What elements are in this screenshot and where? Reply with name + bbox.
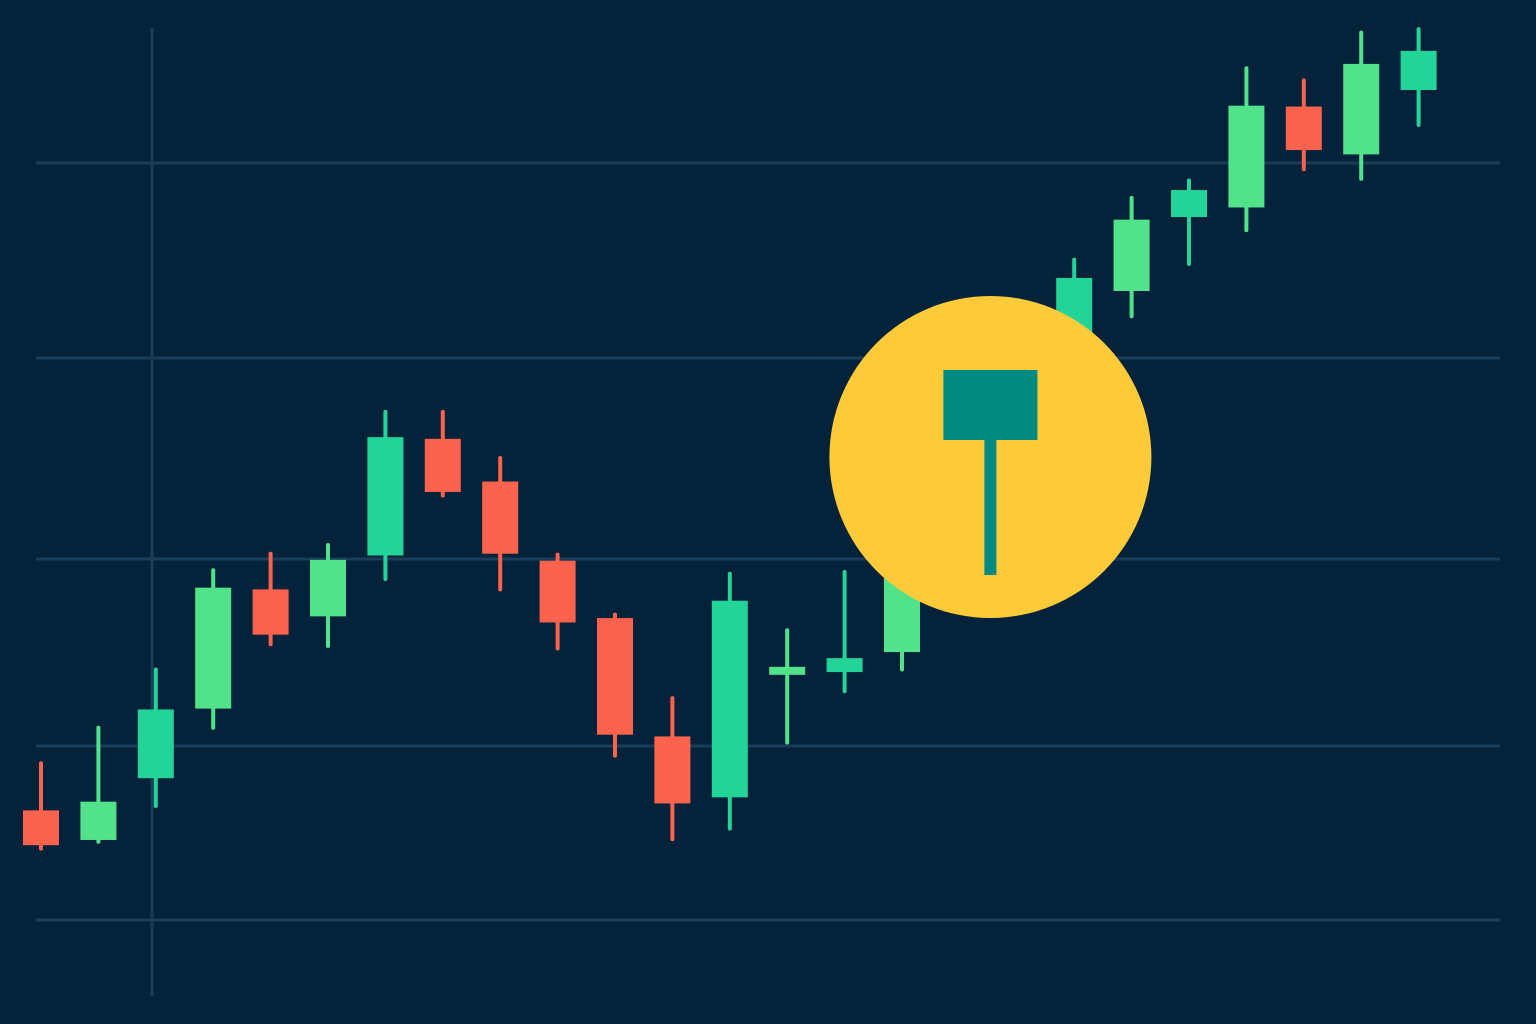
candle-body	[482, 481, 519, 554]
candle-body	[539, 560, 576, 623]
candle-11	[654, 696, 691, 842]
candle-10	[597, 612, 633, 758]
candle-body	[137, 709, 174, 779]
candle-19	[1113, 195, 1150, 319]
candle-7	[424, 409, 461, 498]
candle-body	[80, 801, 117, 840]
candle-body	[711, 600, 748, 798]
candle-21	[1228, 66, 1265, 233]
candle-body	[1113, 219, 1150, 291]
candle-4	[252, 551, 289, 647]
candle-22	[1285, 78, 1322, 172]
candle-body	[597, 618, 633, 735]
candle-body	[1171, 190, 1207, 218]
candle-body	[1400, 50, 1437, 91]
candle-20	[1171, 178, 1207, 267]
candle-2	[137, 667, 174, 809]
candle-24	[1400, 27, 1437, 127]
candle-9	[539, 552, 576, 651]
candle-body	[424, 438, 461, 492]
hammer-icon-head	[943, 370, 1038, 440]
candle-14	[826, 570, 863, 694]
candle-body	[252, 589, 289, 635]
candle-body	[23, 810, 59, 846]
candle-body	[1343, 63, 1380, 155]
candle-12	[711, 571, 748, 831]
candle-body	[195, 587, 232, 709]
candle-body	[1228, 105, 1265, 208]
candle-13	[769, 628, 806, 745]
candle-body	[826, 658, 863, 673]
hammer-highlight	[829, 296, 1152, 618]
candle-6	[367, 409, 404, 581]
candle-1	[80, 725, 117, 844]
hammer-icon-handle	[984, 438, 997, 575]
candle-body	[654, 736, 691, 804]
candle-0	[23, 761, 59, 851]
grid	[36, 28, 1500, 996]
candle-5	[310, 543, 346, 648]
candle-body	[310, 559, 346, 617]
candle-body	[367, 437, 404, 556]
candle-23	[1343, 30, 1380, 181]
candle-3	[195, 568, 232, 730]
candle-body	[1285, 106, 1322, 151]
candle-body	[769, 666, 806, 675]
candle-8	[482, 456, 519, 592]
hammer-candle-icon	[943, 370, 1038, 575]
